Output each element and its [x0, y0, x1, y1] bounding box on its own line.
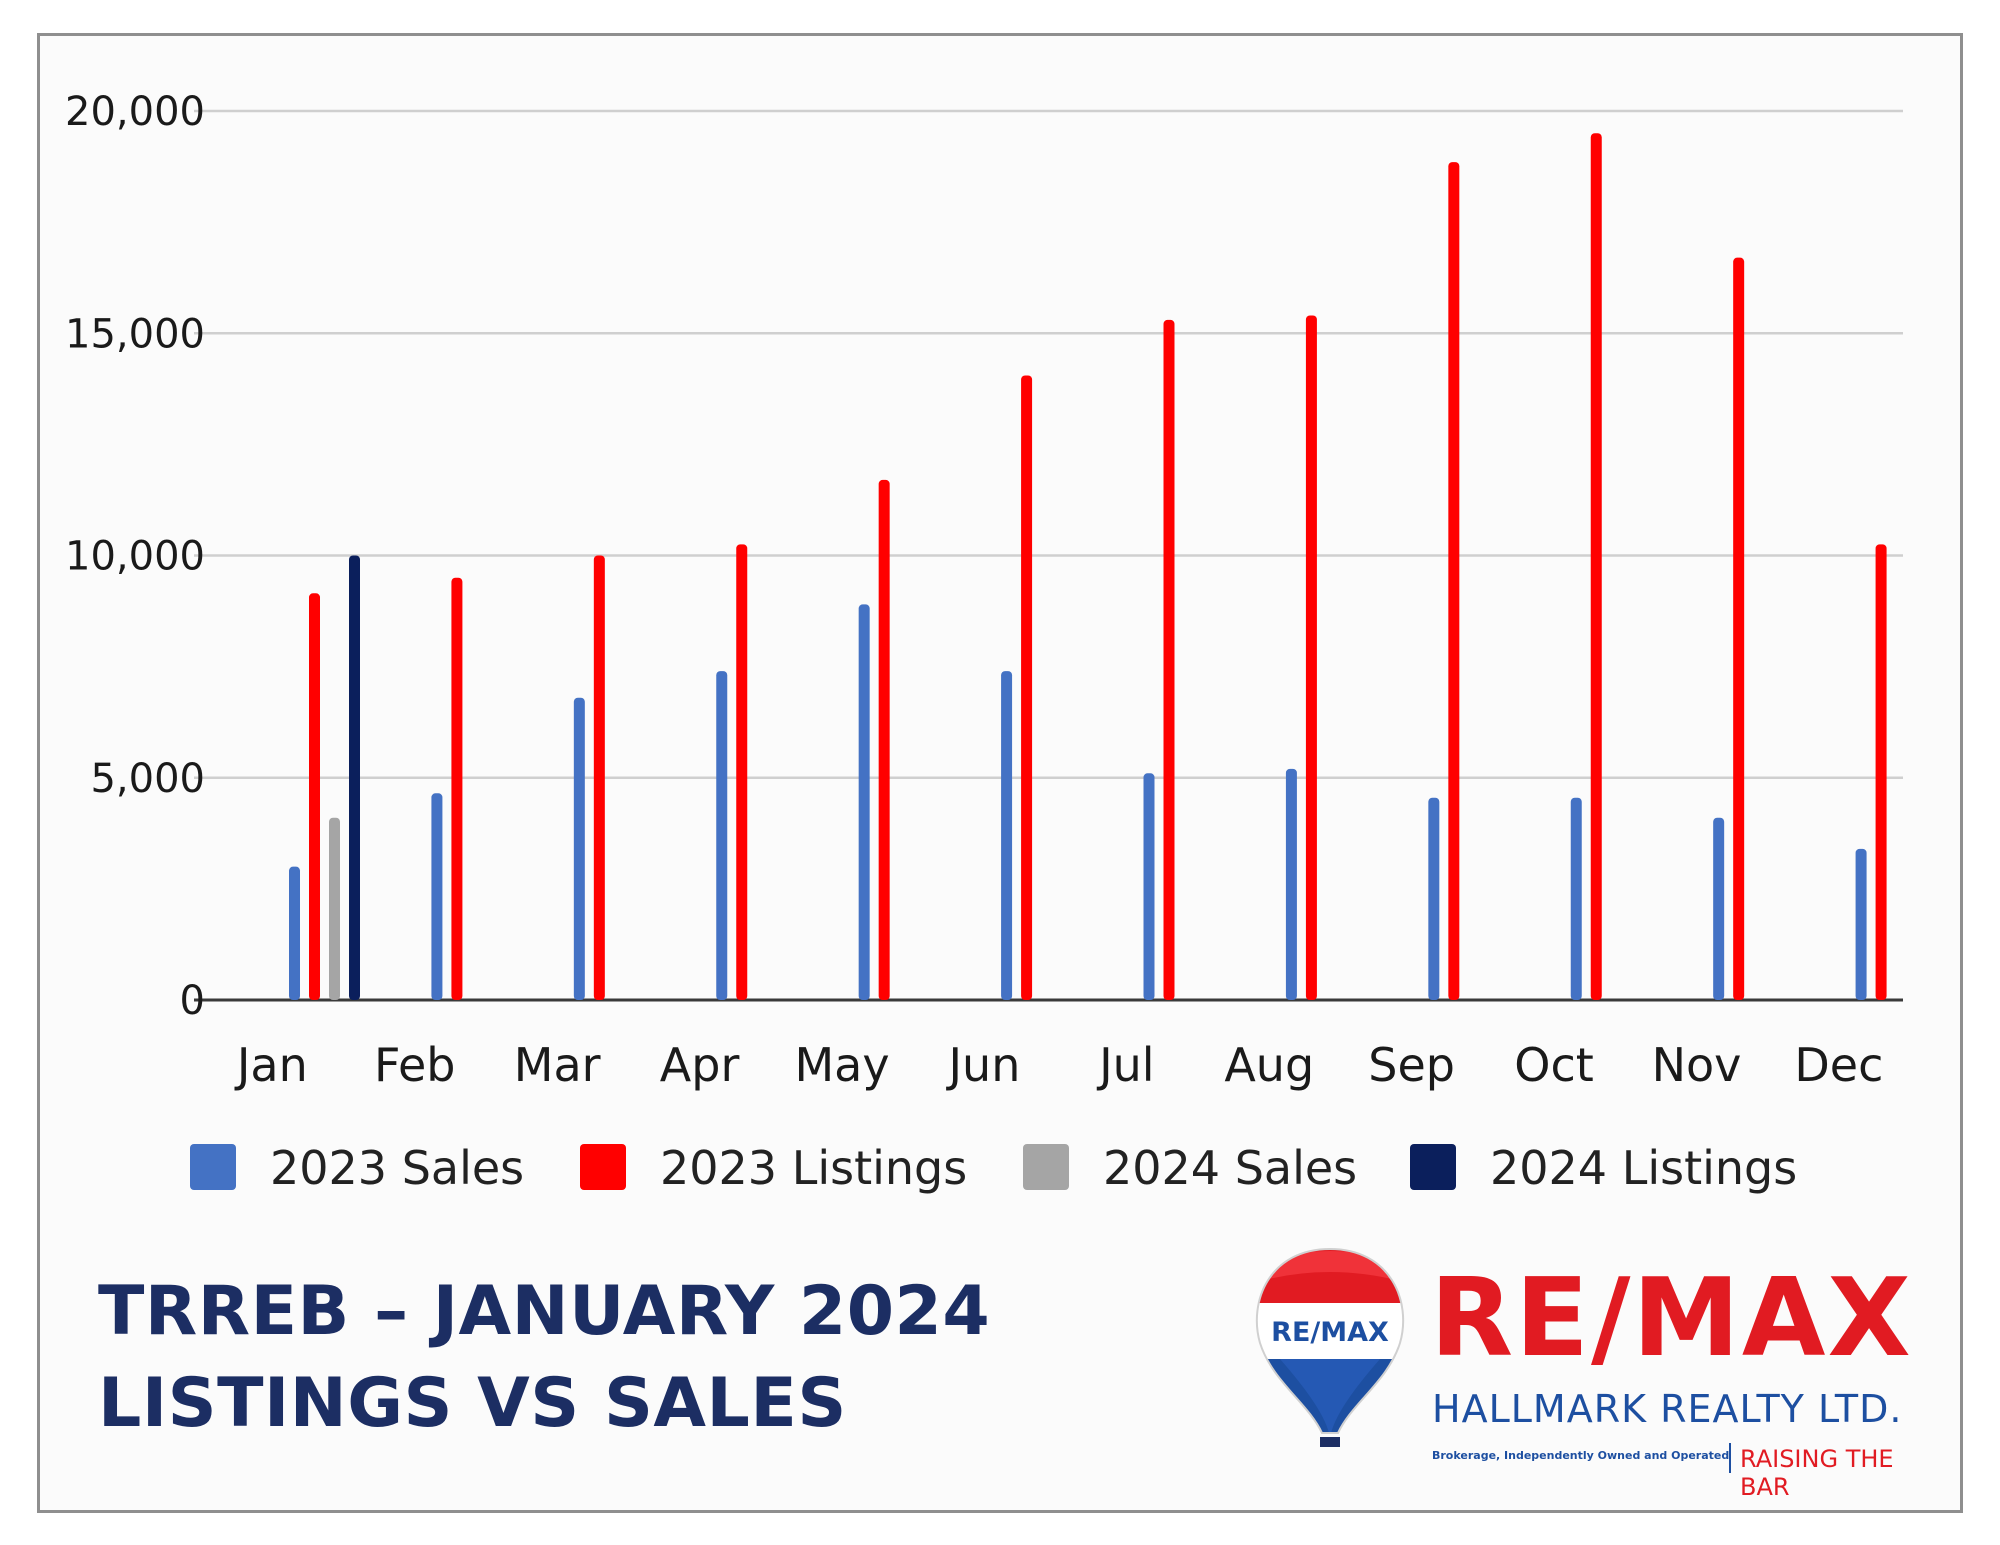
bar-2024-sales: [329, 817, 340, 1000]
headline-line-2: LISTINGS VS SALES: [98, 1364, 847, 1443]
legend-swatch: [1023, 1144, 1069, 1190]
bar-2023-listings: [878, 479, 890, 1000]
bar-2023-listings: [593, 555, 605, 1000]
bar-2023-listings: [1733, 257, 1745, 1000]
bar-2023-listings: [1021, 375, 1033, 1000]
y-tick-label: 20,000: [65, 89, 205, 135]
brand-divider: [1729, 1443, 1731, 1473]
bar-2023-listings: [1590, 133, 1602, 1001]
bar-2023-listings: [1448, 162, 1460, 1000]
x-category-label: Feb: [374, 1038, 455, 1092]
legend-label: 2024 Listings: [1490, 1141, 1797, 1195]
bar-2024-listings: [349, 555, 360, 1000]
x-category-label: Sep: [1368, 1038, 1455, 1092]
bar-2023-listings: [309, 593, 320, 1000]
legend-swatch: [580, 1144, 626, 1190]
x-category-label: May: [794, 1038, 889, 1092]
bar-2023-sales: [716, 671, 728, 1000]
bar-2023-listings: [1875, 544, 1887, 1000]
bar-2023-sales: [1570, 797, 1582, 1000]
bar-2023-listings: [451, 577, 463, 1000]
bar-2023-sales: [1143, 773, 1155, 1000]
y-tick-label: 0: [180, 978, 205, 1024]
brand-fine-print: Brokerage, Independently Owned and Opera…: [1432, 1449, 1730, 1462]
bar-2023-sales: [1001, 671, 1013, 1000]
x-category-label: Oct: [1514, 1038, 1594, 1092]
legend-label: 2024 Sales: [1103, 1141, 1357, 1195]
x-category-label: Aug: [1224, 1038, 1314, 1092]
headline: TRREB – JANUARY 2024 LISTINGS VS SALES: [98, 1266, 990, 1450]
x-category-label: Apr: [660, 1038, 740, 1092]
y-tick-label: 5,000: [90, 756, 205, 802]
x-category-label: Jun: [945, 1038, 1020, 1092]
bar-2023-sales: [858, 604, 870, 1000]
legend-label: 2023 Listings: [660, 1141, 967, 1195]
bar-2023-sales: [1285, 768, 1297, 1000]
bar-2023-sales: [289, 866, 300, 1000]
bar-2023-sales: [431, 793, 443, 1000]
headline-line-1: TRREB – JANUARY 2024: [98, 1272, 991, 1351]
x-category-label: Jul: [1096, 1038, 1155, 1092]
bar-2023-listings: [1163, 319, 1175, 1000]
bar-2023-sales: [1428, 797, 1440, 1000]
bar-2023-listings: [736, 544, 748, 1000]
x-category-label: Nov: [1652, 1038, 1742, 1092]
infographic-frame: 0 5,000 10,000 15,000 20,000 Jan Feb Mar Apr May J…: [37, 33, 1963, 1513]
bar-chart: 0 5,000 10,000 15,000 20,000 Jan Feb Mar Apr May J…: [65, 89, 1903, 1195]
x-category-label: Jan: [234, 1038, 308, 1092]
bar-2023-listings: [1305, 315, 1317, 1001]
y-tick-label: 10,000: [65, 534, 205, 580]
y-tick-label: 15,000: [65, 311, 205, 357]
x-category-label: Dec: [1794, 1038, 1883, 1092]
brand-subtitle: HALLMARK REALTY LTD.: [1432, 1387, 1903, 1431]
bar-2023-sales: [573, 697, 585, 1000]
x-category-label: Mar: [514, 1038, 601, 1092]
chart-area: 0 5,000 10,000 15,000 20,000 Jan Feb Mar Apr May J…: [40, 36, 1960, 1216]
brand-logo: RE/MAX RE/MAX HALLMARK REALTY LTD. Broke…: [1240, 1241, 1940, 1501]
balloon-text: RE/MAX: [1271, 1317, 1389, 1348]
bar-2023-sales: [1713, 817, 1725, 1000]
bar-2023-sales: [1855, 848, 1867, 1000]
legend-label: 2023 Sales: [270, 1141, 524, 1195]
brand-name: RE/MAX: [1430, 1256, 1913, 1381]
brand-tagline: RAISING THE BAR: [1740, 1445, 1894, 1501]
legend-swatch: [1410, 1144, 1456, 1190]
balloon-logo-icon: RE/MAX: [1255, 1247, 1405, 1447]
legend-swatch: [190, 1144, 236, 1190]
